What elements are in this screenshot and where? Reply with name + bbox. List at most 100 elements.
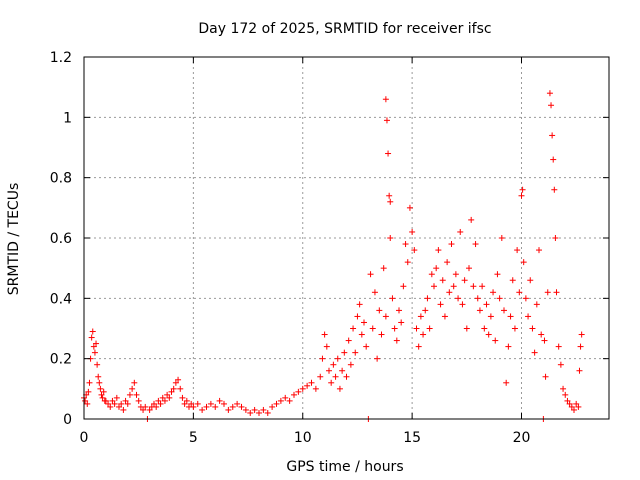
- data-point: [175, 376, 182, 383]
- data-point: [560, 385, 567, 392]
- data-point: [172, 379, 179, 386]
- data-point: [153, 403, 160, 410]
- data-point: [503, 379, 510, 386]
- data-point: [89, 328, 96, 335]
- data-point: [426, 325, 433, 332]
- data-point: [501, 307, 507, 314]
- data-point: [181, 400, 188, 407]
- data-point: [323, 343, 330, 350]
- data-point: [345, 337, 352, 344]
- data-point: [82, 397, 89, 404]
- data-point: [529, 325, 536, 332]
- data-point: [536, 247, 542, 254]
- data-point: [308, 379, 315, 386]
- data-point: [439, 277, 446, 284]
- data-point: [446, 289, 453, 296]
- data-point: [113, 394, 120, 401]
- data-point: [120, 406, 127, 413]
- data-points: [81, 90, 585, 422]
- data-point: [273, 400, 280, 407]
- data-point: [332, 373, 339, 380]
- data-point: [170, 385, 177, 392]
- data-point: [242, 406, 249, 413]
- grid-lines: [84, 57, 609, 419]
- data-point: [468, 216, 475, 223]
- data-point: [546, 90, 553, 97]
- chart-title: Day 172 of 2025, SRMTID for receiver ifs…: [198, 21, 491, 37]
- data-point: [437, 301, 444, 308]
- data-point: [358, 331, 365, 338]
- data-point: [352, 349, 359, 356]
- data-point: [549, 132, 556, 139]
- data-point: [140, 406, 147, 413]
- y-tick-label: 1.2: [50, 50, 72, 66]
- data-point: [455, 295, 462, 302]
- data-point: [350, 325, 357, 332]
- data-point: [86, 379, 93, 386]
- data-point: [474, 295, 481, 302]
- data-point: [251, 406, 258, 413]
- data-point: [404, 259, 411, 266]
- data-point: [541, 337, 548, 344]
- y-tick-label: 0.2: [50, 352, 72, 368]
- data-point: [126, 391, 133, 398]
- data-point: [155, 397, 162, 404]
- data-point: [122, 397, 129, 404]
- data-point: [396, 307, 402, 314]
- data-point: [514, 247, 521, 254]
- data-point: [481, 325, 488, 332]
- data-point: [118, 400, 125, 407]
- data-point: [374, 355, 381, 362]
- data-point: [389, 295, 396, 302]
- data-point: [199, 406, 206, 413]
- data-point: [102, 397, 109, 404]
- data-point: [212, 403, 219, 410]
- data-point: [492, 337, 499, 344]
- data-point: [476, 307, 483, 314]
- data-point: [299, 385, 306, 392]
- y-tick-label: 1: [63, 110, 72, 126]
- data-point: [557, 361, 564, 368]
- data-point: [382, 313, 389, 320]
- data-point: [105, 400, 112, 407]
- data-point: [97, 385, 104, 392]
- data-point: [452, 271, 459, 278]
- data-point: [142, 403, 149, 410]
- data-point: [382, 96, 389, 103]
- data-point: [386, 192, 393, 199]
- data-point: [490, 289, 497, 296]
- data-point: [544, 289, 551, 296]
- data-point: [577, 343, 584, 350]
- data-point: [505, 343, 512, 350]
- data-point: [277, 397, 284, 404]
- data-point: [107, 403, 114, 410]
- data-point: [328, 379, 335, 386]
- data-point: [571, 406, 577, 413]
- data-point: [466, 265, 472, 272]
- x-axis-label: GPS time / hours: [286, 459, 403, 475]
- data-point: [207, 400, 214, 407]
- data-point: [91, 349, 98, 356]
- data-point: [234, 400, 241, 407]
- data-point: [95, 373, 102, 380]
- data-point: [509, 277, 516, 284]
- data-point: [402, 241, 409, 248]
- data-point: [461, 277, 468, 284]
- data-point: [88, 334, 95, 341]
- data-point: [369, 325, 376, 332]
- data-point: [463, 325, 470, 332]
- y-tick-label: 0: [63, 412, 72, 428]
- data-point: [96, 379, 103, 386]
- data-point: [415, 343, 422, 350]
- data-point: [354, 313, 361, 320]
- data-point: [225, 406, 232, 413]
- data-point: [450, 283, 457, 290]
- data-point: [221, 400, 227, 407]
- data-point: [538, 331, 545, 338]
- data-point: [304, 382, 311, 389]
- data-point: [578, 331, 585, 338]
- data-point: [398, 319, 405, 326]
- data-point: [124, 400, 131, 407]
- data-point: [159, 394, 166, 401]
- data-point: [518, 192, 525, 199]
